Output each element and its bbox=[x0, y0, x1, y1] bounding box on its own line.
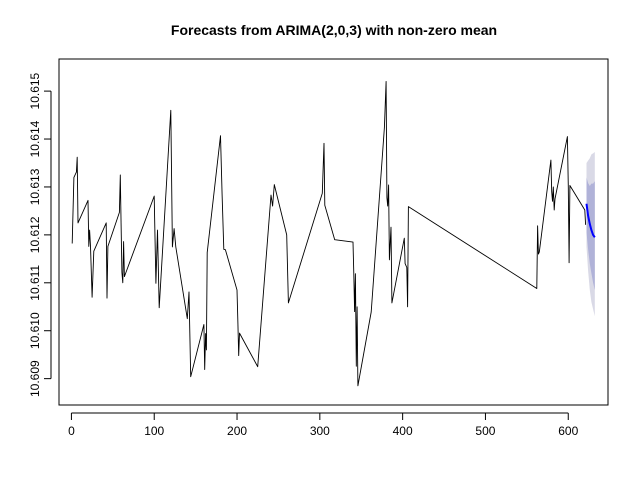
y-tick-label: 10.613 bbox=[28, 168, 42, 205]
y-tick-label: 10.614 bbox=[28, 120, 42, 157]
x-tick-label: 100 bbox=[144, 424, 164, 438]
plot-frame bbox=[58, 58, 609, 406]
prediction-band-80 bbox=[586, 177, 595, 290]
x-tick-label: 0 bbox=[68, 424, 75, 438]
y-tick-label: 10.615 bbox=[28, 72, 42, 109]
y-axis: 10.609 10.610 10.611 10.612 10.613 10.614 10.6… bbox=[28, 72, 52, 397]
observed-series-line bbox=[71, 81, 587, 387]
forecast-series-line bbox=[585, 203, 596, 238]
prediction-intervals bbox=[586, 152, 595, 317]
y-tick-label: 10.611 bbox=[28, 265, 42, 301]
x-tick-label: 500 bbox=[475, 424, 495, 438]
x-axis: 0 100 200 300 400 500 600 bbox=[68, 412, 579, 438]
y-tick-label: 10.609 bbox=[28, 360, 42, 397]
x-tick-label: 200 bbox=[227, 424, 247, 438]
series-lines bbox=[71, 81, 596, 387]
x-tick-label: 400 bbox=[393, 424, 413, 438]
x-tick-label: 300 bbox=[310, 424, 330, 438]
chart-title: Forecasts from ARIMA(2,0,3) with non-zer… bbox=[171, 22, 497, 38]
y-tick-label: 10.610 bbox=[28, 312, 42, 349]
x-tick-label: 600 bbox=[558, 424, 578, 438]
y-tick-label: 10.612 bbox=[28, 216, 42, 253]
